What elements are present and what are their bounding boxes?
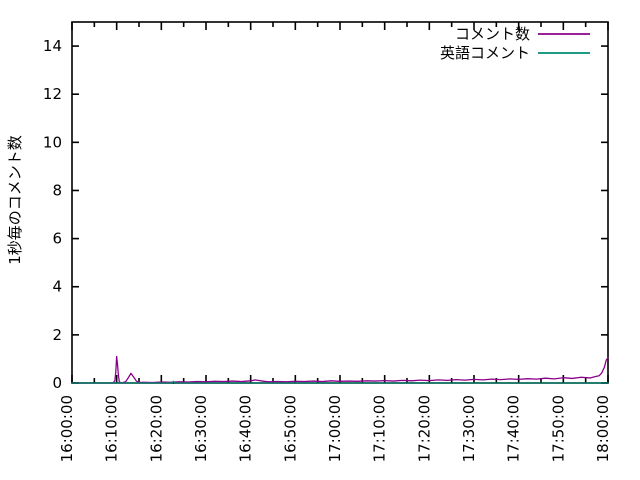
data-series-layer (71, 355, 609, 384)
x-tick-label: 17:40:00 (505, 395, 523, 462)
x-tick-label: 18:00:00 (594, 395, 612, 462)
x-tick-label: 16:50:00 (281, 395, 299, 462)
y-axis-tick-labels: 0 2 4 6 8 10 12 14 (43, 37, 62, 392)
x-tick-label: 16:10:00 (103, 395, 121, 462)
y-tick-label: 10 (43, 133, 62, 151)
y-axis-title: 1秒毎のコメント数 (6, 135, 24, 265)
x-tick-label: 17:10:00 (371, 395, 389, 462)
x-tick-label: 17:30:00 (460, 395, 478, 462)
x-tick-label: 17:20:00 (415, 395, 433, 462)
x-tick-label: 16:30:00 (192, 395, 210, 462)
x-axis-minor-ticks (93, 22, 587, 383)
x-axis-tick-labels: 16:00:00 16:10:00 16:20:00 16:30:00 16:40:00… (58, 395, 612, 462)
y-tick-label: 0 (52, 374, 62, 392)
x-tick-label: 17:00:00 (326, 395, 344, 462)
series-line-1 (71, 355, 609, 384)
legend-label-1: コメント数 (455, 25, 530, 43)
x-tick-label: 16:40:00 (237, 395, 255, 462)
series-line-2 (71, 380, 609, 384)
x-axis-ticks (71, 22, 609, 383)
y-axis-ticks (72, 45, 608, 384)
y-tick-label: 4 (52, 278, 62, 296)
x-tick-label: 16:00:00 (58, 395, 76, 462)
x-tick-label: 17:50:00 (549, 395, 567, 462)
legend-label-2: 英語コメント (440, 44, 530, 62)
y-tick-label: 6 (52, 230, 62, 248)
y-tick-label: 8 (52, 181, 62, 199)
y-tick-label: 14 (43, 37, 62, 55)
y-tick-label: 2 (52, 326, 62, 344)
plot-frame (71, 21, 609, 384)
y-axis-title-text: 1秒毎のコメント数 (6, 135, 24, 265)
y-tick-label: 12 (43, 85, 62, 103)
x-tick-label: 16:20:00 (147, 395, 165, 462)
